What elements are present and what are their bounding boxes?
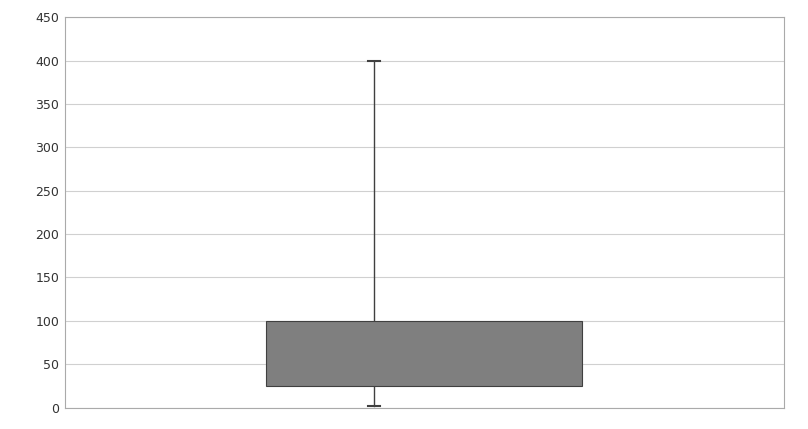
Bar [266,321,583,386]
